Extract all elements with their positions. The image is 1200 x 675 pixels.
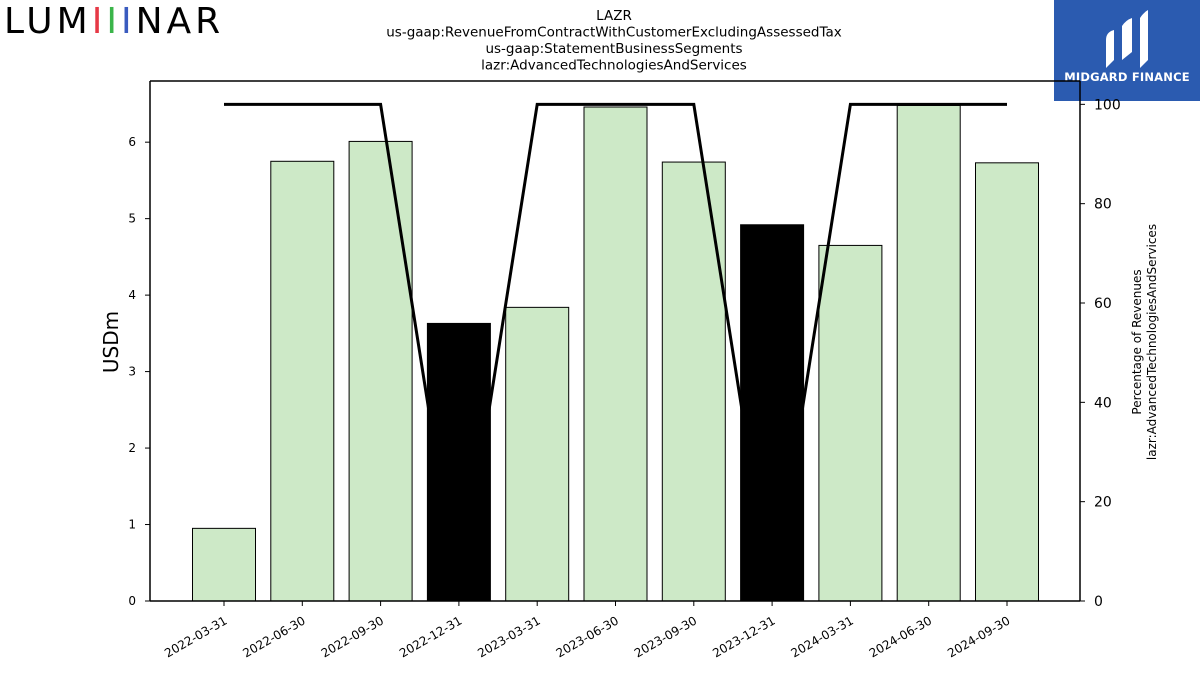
bar-2023-03-31 bbox=[505, 306, 570, 602]
y-tick-label-4: 4 bbox=[128, 288, 136, 302]
y-axis-label: USDm bbox=[99, 311, 123, 373]
luminar-logo-text-part1: LUM bbox=[4, 1, 92, 42]
midgard-logo-shape-mid bbox=[1122, 18, 1132, 60]
right-axis-label-line-1: Percentage of Revenues bbox=[1130, 269, 1144, 414]
percentage-line bbox=[224, 102, 1007, 601]
chart-title-line-1: LAZR bbox=[596, 8, 632, 24]
y-tick-label-6: 6 bbox=[128, 135, 136, 149]
luminar-logo: LUMIIINAR bbox=[4, 2, 224, 42]
x-tick-label-2022-03-31: 2022-03-31 bbox=[162, 613, 229, 660]
bar-2022-06-30 bbox=[270, 160, 335, 602]
bar-2024-06-30 bbox=[896, 104, 961, 602]
right-axis-label-line-2: lazr:AdvancedTechnologiesAndServices bbox=[1145, 224, 1159, 460]
midgard-logo-icon bbox=[1106, 10, 1148, 68]
y-tick-label-3: 3 bbox=[128, 365, 136, 379]
bar-2022-03-31 bbox=[192, 527, 256, 602]
right-axis-label: Percentage of Revenues lazr:AdvancedTechn… bbox=[1130, 224, 1159, 460]
x-tick-label-2024-03-31: 2024-03-31 bbox=[788, 613, 855, 660]
midgard-finance-label: MIDGARD FINANCE bbox=[1064, 70, 1190, 84]
bar-2023-09-30 bbox=[661, 161, 726, 602]
y2-tick-label-60: 60 bbox=[1094, 296, 1112, 312]
midgard-logo-shape-right bbox=[1140, 10, 1148, 68]
y2-tick-label-40: 40 bbox=[1094, 395, 1112, 411]
bar-2024-03-31 bbox=[818, 244, 883, 602]
y-tick-label-2: 2 bbox=[128, 441, 136, 455]
chart-title-line-4: lazr:AdvancedTechnologiesAndServices bbox=[481, 58, 747, 74]
chart-title-line-2: us-gaap:RevenueFromContractWithCustomerE… bbox=[386, 25, 842, 41]
bar-2023-06-30 bbox=[583, 106, 648, 602]
y2-tick-label-80: 80 bbox=[1094, 197, 1112, 213]
y-tick-label-0: 0 bbox=[128, 594, 136, 608]
x-tick-label-2022-12-31: 2022-12-31 bbox=[397, 613, 464, 660]
x-tick-label-2022-06-30: 2022-06-30 bbox=[240, 613, 307, 660]
y-tick-label-5: 5 bbox=[128, 212, 136, 226]
x-tick-label-2023-03-31: 2023-03-31 bbox=[475, 613, 542, 660]
luminar-logo-red-bar: I bbox=[91, 1, 107, 42]
bar-2024-09-30 bbox=[975, 162, 1039, 602]
x-tick-label-2023-12-31: 2023-12-31 bbox=[710, 613, 777, 660]
bars bbox=[192, 104, 1039, 602]
bar-2023-12-31 bbox=[740, 224, 805, 602]
x-tick-label-2022-09-30: 2022-09-30 bbox=[319, 613, 386, 660]
y2-tick-label-20: 20 bbox=[1094, 495, 1112, 511]
x-tick-label-2023-06-30: 2023-06-30 bbox=[554, 613, 621, 660]
x-tick-label-2024-09-30: 2024-09-30 bbox=[945, 613, 1012, 660]
bar-2022-09-30 bbox=[348, 140, 413, 602]
luminar-logo-text-part2: NAR bbox=[135, 1, 225, 42]
chart-title: LAZRus-gaap:RevenueFromContractWithCusto… bbox=[386, 8, 842, 74]
midgard-finance-badge: MIDGARD FINANCE bbox=[1054, 0, 1200, 101]
luminar-logo-green-bar: I bbox=[106, 1, 121, 42]
chart-title-line-3: us-gaap:StatementBusinessSegments bbox=[485, 41, 742, 57]
percentage-line-group bbox=[224, 102, 1007, 601]
luminar-logo-blue-bar: I bbox=[120, 1, 136, 42]
x-tick-label-2023-09-30: 2023-09-30 bbox=[632, 613, 699, 660]
y2-tick-label-100: 100 bbox=[1094, 97, 1121, 113]
y2-tick-label-0: 0 bbox=[1094, 594, 1103, 610]
x-tick-label-2024-06-30: 2024-06-30 bbox=[867, 613, 934, 660]
y-tick-label-1: 1 bbox=[128, 518, 136, 532]
midgard-logo-shape-left bbox=[1106, 30, 1114, 68]
